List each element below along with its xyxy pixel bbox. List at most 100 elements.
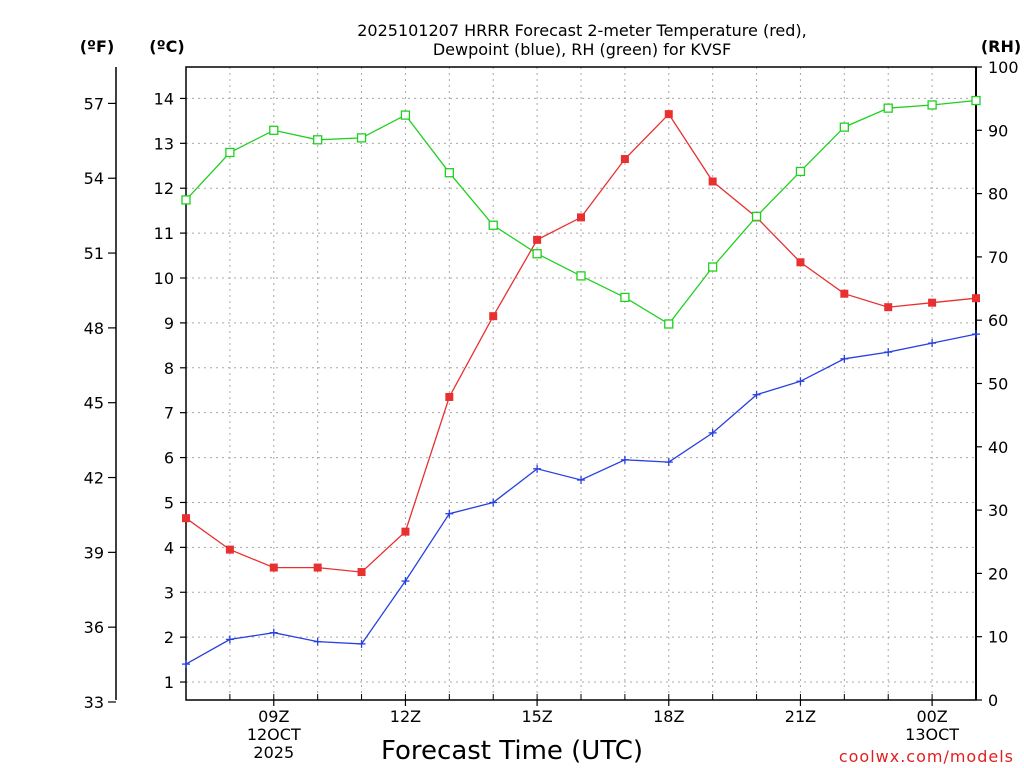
- c-tick-label: 5: [164, 493, 174, 512]
- x-tick-label: 15Z: [521, 707, 552, 726]
- c-tick-label: 6: [164, 449, 174, 468]
- series-point-rh: [576, 271, 586, 281]
- rh-tick-label: 40: [988, 438, 1008, 457]
- rh-tick-label: 100: [988, 58, 1019, 77]
- series-point-dewpoint: [752, 390, 761, 399]
- fahrenheit-unit-label: (ºF): [80, 37, 115, 56]
- axes: [108, 66, 982, 706]
- series-point-dewpoint: [182, 660, 190, 669]
- series-point-temperature: [225, 545, 234, 554]
- series-point-dewpoint: [620, 455, 629, 464]
- x-tick-label: 12OCT: [247, 725, 301, 744]
- series-point-temperature: [664, 110, 673, 119]
- c-tick-label: 10: [154, 269, 174, 288]
- f-tick-label: 45: [84, 394, 104, 413]
- series-point-rh: [971, 95, 981, 106]
- series-point-rh: [751, 211, 762, 222]
- series-point-dewpoint: [884, 348, 893, 357]
- series-point-temperature: [445, 392, 454, 401]
- c-tick-label: 3: [164, 583, 174, 602]
- rh-unit-label: (RH): [981, 37, 1021, 56]
- series-point-temperature: [577, 213, 585, 222]
- series-point-dewpoint: [357, 639, 366, 648]
- series-point-dewpoint: [533, 464, 542, 473]
- f-tick-label: 48: [84, 319, 104, 338]
- series-point-temperature: [796, 258, 805, 267]
- series-point-rh: [532, 249, 542, 259]
- c-tick-label: 13: [154, 134, 174, 153]
- rh-tick-label: 20: [988, 564, 1008, 583]
- series-point-rh: [313, 135, 323, 145]
- series-point-dewpoint: [840, 354, 849, 363]
- series-point-temperature: [840, 289, 849, 298]
- f-tick-label: 51: [84, 244, 104, 263]
- series-point-rh: [269, 125, 279, 135]
- c-tick-label: 4: [164, 538, 174, 557]
- chart-title-line2: Dewpoint (blue), RH (green) for KVSF: [433, 40, 731, 59]
- series-point-dewpoint: [489, 498, 498, 507]
- series-point-dewpoint: [445, 509, 454, 518]
- series-point-dewpoint: [664, 458, 673, 467]
- c-tick-label: 7: [164, 404, 174, 423]
- series-point-rh: [444, 168, 454, 178]
- series-point-dewpoint: [577, 476, 585, 485]
- x-tick-label: 09Z: [258, 707, 289, 726]
- credit-text: coolwx.com/models: [839, 747, 1014, 766]
- series-point-rh: [664, 319, 674, 329]
- series-point-temperature: [269, 563, 278, 572]
- f-tick-label: 39: [84, 543, 104, 562]
- series-point-temperature: [313, 563, 322, 572]
- rh-tick-label: 10: [988, 628, 1008, 647]
- series-point-rh: [795, 166, 806, 177]
- series-point-rh: [488, 220, 498, 230]
- f-tick-label: 54: [84, 169, 104, 188]
- series-point-dewpoint: [401, 577, 410, 586]
- x-axis-label: Forecast Time (UTC): [381, 736, 643, 766]
- c-tick-label: 9: [164, 314, 174, 333]
- x-tick-label: 21Z: [785, 707, 816, 726]
- c-tick-label: 11: [154, 224, 174, 243]
- series-point-temperature: [708, 177, 717, 186]
- series-point-rh: [181, 195, 191, 205]
- tick-labels: 3336394245485154571234567891011121314010…: [84, 58, 1019, 762]
- series-point-rh: [708, 262, 718, 272]
- rh-tick-label: 50: [988, 375, 1008, 394]
- f-tick-label: 36: [84, 618, 104, 637]
- series-point-rh: [400, 110, 411, 120]
- series-point-rh: [927, 100, 937, 110]
- series-point-temperature: [884, 303, 893, 312]
- series-point-temperature: [620, 155, 629, 164]
- series-point-rh: [225, 147, 235, 158]
- rh-tick-label: 90: [988, 121, 1008, 140]
- series-point-temperature: [972, 294, 980, 303]
- series-point-dewpoint: [313, 637, 322, 646]
- series-point-temperature: [401, 527, 410, 536]
- series-point-dewpoint: [269, 628, 278, 637]
- series-point-temperature: [357, 568, 366, 577]
- series-point-dewpoint: [796, 377, 805, 386]
- x-tick-label: 13OCT: [905, 725, 959, 744]
- celsius-unit-label: (ºC): [149, 37, 184, 56]
- x-tick-label: 2025: [253, 743, 294, 762]
- series-point-temperature: [533, 235, 542, 244]
- grid: [186, 67, 976, 700]
- c-tick-label: 1: [164, 673, 174, 692]
- rh-tick-label: 0: [988, 691, 998, 710]
- f-tick-label: 42: [84, 469, 104, 488]
- series-point-rh: [356, 133, 367, 143]
- rh-tick-label: 30: [988, 501, 1008, 520]
- rh-tick-label: 70: [988, 248, 1008, 267]
- series-point-temperature: [928, 298, 937, 307]
- x-tick-label: 18Z: [653, 707, 684, 726]
- c-tick-label: 14: [154, 89, 174, 108]
- series-point-rh: [883, 103, 893, 113]
- rh-tick-label: 80: [988, 185, 1008, 204]
- chart-title-line1: 2025101207 HRRR Forecast 2-meter Tempera…: [357, 21, 807, 40]
- x-tick-label: 00Z: [916, 707, 947, 726]
- c-tick-label: 2: [164, 628, 174, 647]
- f-tick-label: 33: [84, 693, 104, 712]
- plot-frame: [185, 66, 977, 701]
- series-point-rh: [839, 122, 849, 132]
- f-tick-label: 57: [84, 94, 104, 113]
